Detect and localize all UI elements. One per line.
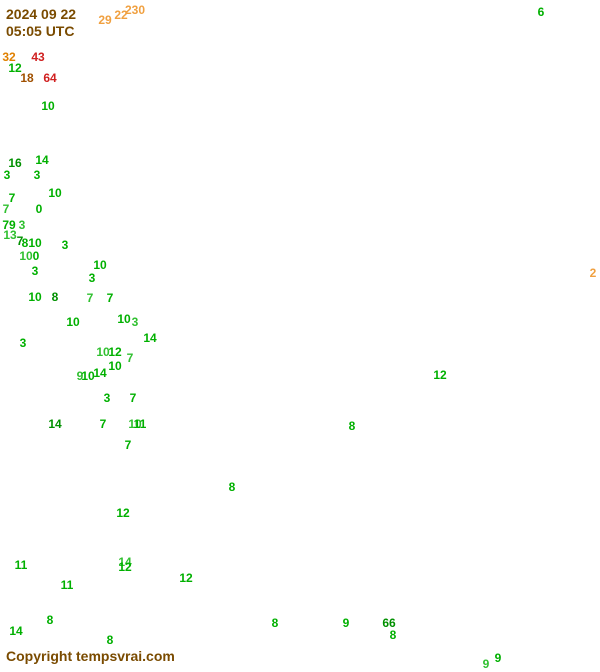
data-point: 7 [107,292,114,304]
data-point: 7 [100,418,107,430]
copyright-notice: Copyright tempsvrai.com [6,648,175,665]
data-point: 3 [132,316,139,328]
data-point: 10 [66,316,79,328]
data-point: 10 [19,250,32,262]
data-point: 11 [15,559,28,571]
data-point: 11 [61,579,74,591]
data-point: 12 [116,507,129,519]
data-point: 7 [3,203,10,215]
header-date: 2024 09 22 [6,6,76,22]
data-point: 12 [433,369,446,381]
data-point: 12 [179,572,192,584]
data-point: 0 [36,203,43,215]
data-point: 14 [93,367,106,379]
data-point: 10 [48,187,61,199]
data-point: 2 [590,267,597,279]
data-point: 230 [125,4,145,16]
data-point: 8 [349,420,356,432]
data-point: 3 [32,265,39,277]
data-point: 6 [538,6,545,18]
data-point: 7 [130,392,137,404]
timestamp-header: 2024 09 22 05:05 UTC [6,6,76,40]
data-point: 14 [9,625,22,637]
data-point: 12 [108,346,121,358]
data-point: 3 [62,239,69,251]
data-point: 14 [48,418,61,430]
data-point: 8 [52,291,59,303]
header-time: 05:05 UTC [6,23,74,39]
data-point: 14 [143,332,156,344]
data-point: 9 [483,658,490,670]
data-point: 10 [93,259,106,271]
data-point: 7 [125,439,132,451]
data-point: 7 [127,352,134,364]
data-point: 10 [108,360,121,372]
data-point: 3 [104,392,111,404]
data-point: 3 [20,337,27,349]
data-point: 14 [35,154,48,166]
data-point: 9 [495,652,502,664]
data-point: 43 [31,51,44,63]
data-point: 3 [4,169,11,181]
data-point: 10 [117,313,130,325]
weather-data-plot: 2024 09 22 05:05 UTC Copyright tempsvrai… [0,0,600,672]
data-point: 8 [47,614,54,626]
data-point: 13 [3,229,16,241]
data-point: 64 [43,72,56,84]
data-point: 8 [390,629,397,641]
data-point: 7 [87,292,94,304]
data-point: 18 [20,72,33,84]
data-point: 3 [19,219,26,231]
data-point: 8 [272,617,279,629]
data-point: 10 [28,237,41,249]
data-point: 7 [9,192,16,204]
data-point: 11 [134,418,147,430]
data-point: 0 [33,250,40,262]
data-point: 29 [98,14,111,26]
data-point: 8 [229,481,236,493]
data-point: 3 [89,272,96,284]
data-point: 3 [34,169,41,181]
data-point: 12 [118,561,131,573]
data-point: 8 [107,634,114,646]
data-point: 10 [28,291,41,303]
data-point: 10 [41,100,54,112]
data-point: 9 [343,617,350,629]
